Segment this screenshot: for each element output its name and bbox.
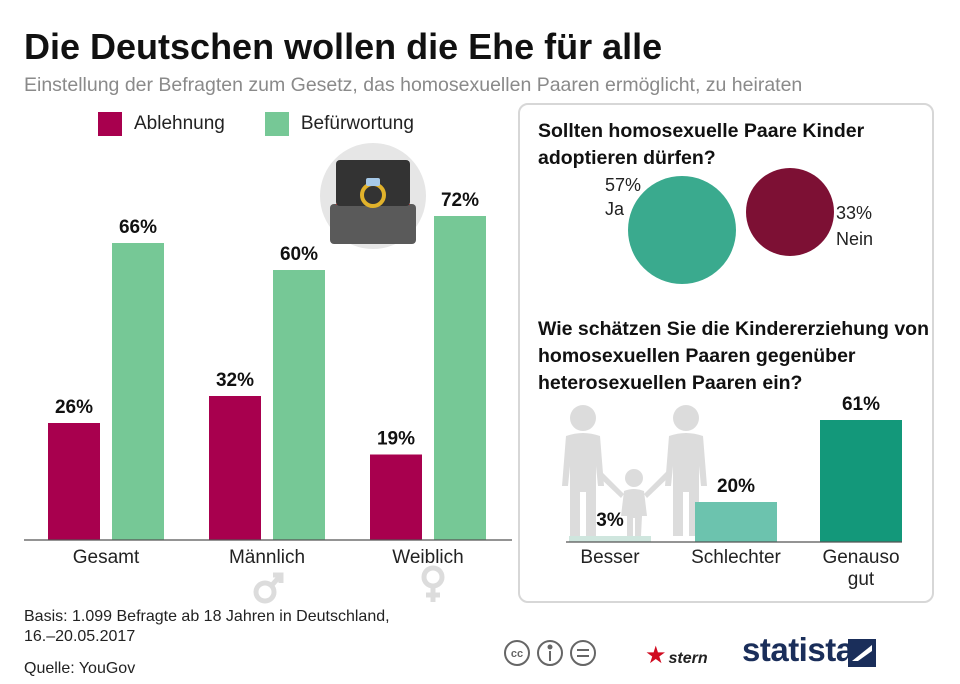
female-symbol-icon <box>421 565 445 602</box>
category-label-besser: Besser <box>580 547 640 568</box>
legend-label-ablehnung: Ablehnung <box>134 113 225 134</box>
legend-swatch-ablehnung <box>98 112 122 136</box>
bubble-value-ja: 57% <box>605 175 641 195</box>
legend-swatch-befuerwortung <box>264 112 289 136</box>
footer-basis-line1: Basis: 1.099 Befragte ab 18 Jahren in De… <box>24 608 390 625</box>
bubble-nein <box>746 168 834 256</box>
bar-besser <box>569 536 651 542</box>
bar-befuerwortung-weiblich <box>434 216 486 540</box>
creative-commons-icons: cc <box>504 640 596 666</box>
side-charts: 57% Ja 33% Nein 3% Besser 20% Schlechter 61% Gen… <box>562 168 902 590</box>
bar-befuerwortung-maennlich <box>273 270 325 540</box>
stern-logo: ★ stern <box>645 641 708 670</box>
stern-label: stern <box>668 650 708 667</box>
footer-notes: Basis: 1.099 Befragte ab 18 Jahren in De… <box>24 607 390 679</box>
bubble-value-nein: 33% <box>836 203 872 223</box>
footer-basis-line2: 16.–20.05.2017 <box>24 628 136 645</box>
cc-icon <box>504 640 530 666</box>
category-label-maennlich: Männlich <box>229 547 305 568</box>
bar-befuerwortung-gesamt <box>112 243 164 540</box>
question-upbringing: Wie schätzen Sie die Kindererziehung von… <box>538 318 929 394</box>
category-label-weiblich: Weiblich <box>392 547 463 568</box>
legend-label-befuerwortung: Befürwortung <box>300 113 414 134</box>
bar-ablehnung-maennlich <box>209 396 261 540</box>
bubble-label-nein: Nein <box>836 229 873 249</box>
footer-source: Quelle: YouGov <box>24 660 136 677</box>
cc-label: cc <box>511 648 523 660</box>
stern-star-icon: ★ <box>645 642 667 669</box>
attribution-icon <box>537 640 563 666</box>
bar-ablehnung-gesamt <box>48 423 100 540</box>
category-label-gesamt: Gesamt <box>73 547 140 568</box>
family-icon <box>562 405 707 536</box>
bubble-ja <box>628 176 736 284</box>
data-label-besser: 3% <box>596 510 624 531</box>
category-label-genauso-gut: Genauso <box>822 547 899 568</box>
bar-schlechter <box>695 502 777 542</box>
male-symbol-icon <box>253 572 284 604</box>
bubble-label-ja: Ja <box>605 199 625 219</box>
data-label-befuerwortung-gesamt: 66% <box>119 217 157 238</box>
ring-box-icon <box>320 143 426 249</box>
data-label-schlechter: 20% <box>717 476 755 497</box>
data-label-befuerwortung-weiblich: 72% <box>441 190 479 211</box>
no-derivatives-icon <box>570 640 596 666</box>
data-label-ablehnung-maennlich: 32% <box>216 370 254 391</box>
data-label-befuerwortung-maennlich: 60% <box>280 244 318 265</box>
statista-mark-icon <box>848 639 876 667</box>
category-label-schlechter: Schlechter <box>691 547 781 568</box>
statista-logo: statista <box>742 631 854 668</box>
bar-genauso-gut <box>820 420 902 542</box>
legend: Ablehnung Befürwortung <box>98 112 414 136</box>
data-label-genauso-gut: 61% <box>842 394 880 415</box>
data-label-ablehnung-gesamt: 26% <box>55 397 93 418</box>
data-label-ablehnung-weiblich: 19% <box>377 429 415 450</box>
legend-item-ablehnung: Ablehnung <box>98 112 225 136</box>
main-bar-chart: 26% 66% Gesamt 32% 60% Männlich 19% 72% Weiblich <box>24 143 512 604</box>
category-label-genauso-gut-line2: gut <box>848 569 875 590</box>
legend-item-befuerwortung: Befürwortung <box>264 112 414 136</box>
page-title: Die Deutschen wollen die Ehe für alle <box>24 26 663 67</box>
question-adoption: Sollten homosexuelle Paare Kinder adopti… <box>538 120 865 169</box>
bar-ablehnung-weiblich <box>370 454 422 540</box>
page-subtitle: Einstellung der Befragten zum Gesetz, da… <box>24 74 803 96</box>
